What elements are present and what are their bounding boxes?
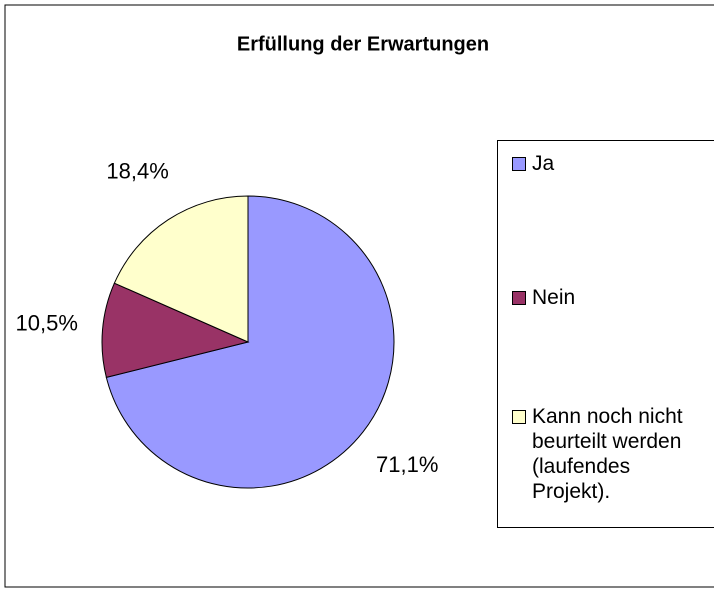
pie-slice xyxy=(105,195,395,489)
data-label: 71,1% xyxy=(376,452,438,477)
pie-slice xyxy=(101,282,250,379)
pie-slice xyxy=(113,195,249,343)
legend-label: Nein xyxy=(532,286,576,309)
data-label: 18,4% xyxy=(106,159,168,184)
data-label: 10,5% xyxy=(16,311,78,336)
legend: Ja Nein Kann noch nicht beurteilt werden (… xyxy=(497,140,714,528)
legend-label: Ja xyxy=(532,152,555,175)
legend-swatch xyxy=(512,291,526,305)
legend-item: Kann noch nicht beurteilt werden (laufen… xyxy=(512,404,712,504)
legend-label: Kann noch nicht beurteilt werden (laufen… xyxy=(532,405,683,503)
legend-swatch xyxy=(512,157,526,171)
chart-title: Erfüllung der Erwartungen xyxy=(237,33,489,55)
legend-swatch xyxy=(512,410,526,424)
legend-item: Nein xyxy=(512,285,712,310)
legend-item: Ja xyxy=(512,151,712,176)
